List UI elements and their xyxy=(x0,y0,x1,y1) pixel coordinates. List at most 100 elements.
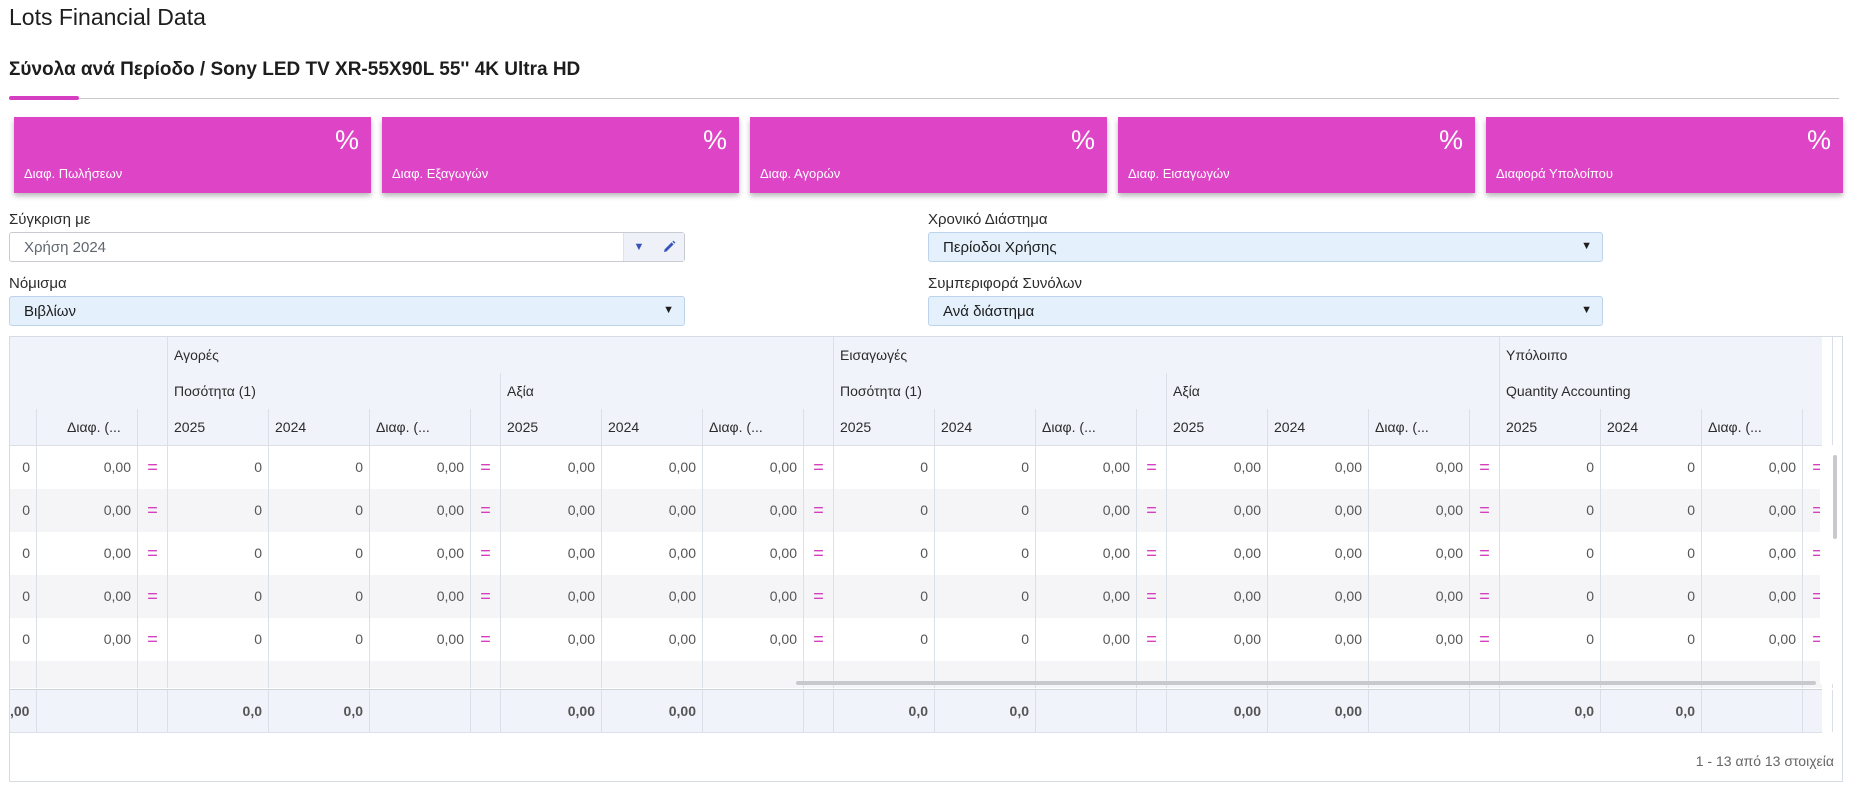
equals-icon[interactable]: = xyxy=(471,446,501,489)
total-cell: 0,0 xyxy=(269,690,370,732)
totals-select[interactable]: Ανά διάστημα ▼ xyxy=(928,296,1603,326)
header-sub-qty-accounting[interactable]: Quantity Accounting xyxy=(1500,373,1833,409)
compare-value: Χρήση 2024 xyxy=(24,239,107,256)
tab-underline xyxy=(9,96,79,100)
table-cell: 0 xyxy=(168,618,269,661)
totals-value: Ανά διάστημα xyxy=(943,303,1035,320)
equals-icon[interactable]: = xyxy=(138,618,168,661)
equals-icon[interactable]: = xyxy=(1137,532,1167,575)
equals-icon[interactable]: = xyxy=(138,489,168,532)
equals-icon[interactable]: = xyxy=(1137,575,1167,618)
equals-icon[interactable] xyxy=(804,661,834,688)
currency-select[interactable]: Βιβλίων ▼ xyxy=(9,296,685,326)
equals-icon[interactable]: = xyxy=(804,489,834,532)
vertical-scrollbar-track[interactable] xyxy=(1820,446,1842,684)
tab-active[interactable]: Σύνολα ανά Περίοδο / Sony LED TV XR-55X9… xyxy=(9,59,581,80)
equals-icon[interactable]: = xyxy=(471,489,501,532)
equals-icon[interactable]: = xyxy=(138,532,168,575)
chevron-down-icon[interactable]: ▼ xyxy=(623,233,654,261)
kpi-card-imports[interactable]: % Διαφ. Εισαγωγών xyxy=(1118,117,1475,193)
column-header-diff[interactable]: Διαφ. (... xyxy=(1369,409,1470,445)
kpi-card-sales[interactable]: % Διαφ. Πωλήσεων xyxy=(14,117,371,193)
header-group-purchases[interactable]: Αγορές xyxy=(168,337,834,373)
table-cell xyxy=(269,661,370,688)
equals-icon[interactable] xyxy=(1470,661,1500,688)
compare-combobox[interactable]: Χρήση 2024 ▼ xyxy=(9,232,685,262)
equals-icon[interactable] xyxy=(471,661,501,688)
total-cell: 0,0 xyxy=(834,690,935,732)
header-group-balance[interactable]: Υπόλοιπο xyxy=(1500,337,1833,373)
equals-icon[interactable] xyxy=(138,661,168,688)
header-sub-qty[interactable]: Ποσότητα (1) xyxy=(168,373,501,409)
header-row-groups: Αγορές Εισαγωγές Υπόλοιπο xyxy=(10,337,1833,374)
table-row[interactable]: 0 0,00 = 0 0 0,00 = 0,00 0,00 0,00 = 0 0 0,00 = 0,00 0,0… xyxy=(10,618,1833,661)
column-header-y2024[interactable]: 2024 xyxy=(935,409,1036,445)
header-sub-value[interactable]: Αξία xyxy=(501,373,834,409)
equals-icon[interactable] xyxy=(1137,661,1167,688)
column-header-diff[interactable]: Διαφ. (... xyxy=(1702,409,1803,445)
totals-row: ,00 0,0 0,0 0,00 0,00 0,0 0,0 0,00 0,00 0,0 0,0 xyxy=(10,689,1833,733)
table-row[interactable]: 0 0,00 = 0 0 0,00 = 0,00 0,00 0,00 = 0 0 0,00 = 0,00 0,0… xyxy=(10,532,1833,575)
table-row[interactable]: 0 0,00 = 0 0 0,00 = 0,00 0,00 0,00 = 0 0 0,00 = 0,00 0,0… xyxy=(10,489,1833,532)
table-cell: 0 xyxy=(1500,446,1601,489)
table-cell: 0 xyxy=(10,446,37,489)
column-header-y2025[interactable]: 2025 xyxy=(1167,409,1268,445)
equals-icon[interactable]: = xyxy=(471,532,501,575)
table-row[interactable]: 0 0,00 = 0 0 0,00 = 0,00 0,00 0,00 = 0 0 0,00 = 0,00 0,0… xyxy=(10,575,1833,618)
column-header-empty xyxy=(471,409,501,445)
total-cell: 0,00 xyxy=(1167,690,1268,732)
equals-icon[interactable]: = xyxy=(1470,532,1500,575)
equals-icon[interactable]: = xyxy=(1470,489,1500,532)
equals-icon[interactable]: = xyxy=(1137,446,1167,489)
header-sub-value[interactable]: Αξία xyxy=(1167,373,1500,409)
table-cell: 0,00 xyxy=(703,618,804,661)
table-cell: 0,00 xyxy=(1369,575,1470,618)
table-row[interactable]: 0 0,00 = 0 0 0,00 = 0,00 0,00 0,00 = 0 0 0,00 = 0,00 0,0… xyxy=(10,446,1833,489)
column-header-diff[interactable]: Διαφ. (... xyxy=(1036,409,1137,445)
column-header-diff[interactable]: Διαφ. (... xyxy=(370,409,471,445)
totals-label: Συμπεριφορά Συνόλων xyxy=(928,275,1082,292)
column-header-diff[interactable]: Διαφ. (... xyxy=(37,409,138,445)
table-cell: 0,00 xyxy=(1167,618,1268,661)
equals-icon[interactable]: = xyxy=(804,575,834,618)
equals-icon[interactable]: = xyxy=(804,618,834,661)
header-empty xyxy=(10,373,168,409)
table-cell: 0,00 xyxy=(1167,446,1268,489)
pencil-icon[interactable] xyxy=(654,233,684,261)
total-cell: 0,0 xyxy=(1601,690,1702,732)
vertical-scrollbar[interactable] xyxy=(1833,455,1837,539)
column-header-y2024[interactable]: 2024 xyxy=(1268,409,1369,445)
equals-icon[interactable]: = xyxy=(138,575,168,618)
total-cell xyxy=(703,690,804,732)
column-header-y2025[interactable]: 2025 xyxy=(834,409,935,445)
header-row-columns: Διαφ. (... 2025 2024 Διαφ. (... 2025 2024 Διαφ… xyxy=(10,409,1833,446)
kpi-card-exports[interactable]: % Διαφ. Εξαγωγών xyxy=(382,117,739,193)
header-group-imports[interactable]: Εισαγωγές xyxy=(834,337,1500,373)
period-select[interactable]: Περίοδοι Χρήσης ▼ xyxy=(928,232,1603,262)
page-title: Lots Financial Data xyxy=(9,4,206,30)
column-header-y2025[interactable]: 2025 xyxy=(1500,409,1601,445)
column-header-y2024[interactable]: 2024 xyxy=(1601,409,1702,445)
equals-icon[interactable]: = xyxy=(1137,618,1167,661)
kpi-card-balance[interactable]: % Διαφορά Υπολοίπου xyxy=(1486,117,1843,193)
equals-icon[interactable]: = xyxy=(471,575,501,618)
equals-icon[interactable]: = xyxy=(804,532,834,575)
kpi-card-purchases[interactable]: % Διαφ. Αγορών xyxy=(750,117,1107,193)
equals-icon[interactable]: = xyxy=(1137,489,1167,532)
table-cell xyxy=(703,661,804,688)
table-cell xyxy=(1601,661,1702,688)
horizontal-scrollbar[interactable] xyxy=(796,681,1816,685)
column-header-diff[interactable]: Διαφ. (... xyxy=(703,409,804,445)
equals-icon[interactable]: = xyxy=(1470,575,1500,618)
equals-icon[interactable]: = xyxy=(1470,618,1500,661)
equals-icon[interactable]: = xyxy=(471,618,501,661)
header-sub-qty[interactable]: Ποσότητα (1) xyxy=(834,373,1167,409)
equals-icon[interactable]: = xyxy=(1470,446,1500,489)
equals-icon[interactable]: = xyxy=(804,446,834,489)
column-header-y2024[interactable]: 2024 xyxy=(269,409,370,445)
column-header-y2024[interactable]: 2024 xyxy=(602,409,703,445)
column-header-y2025[interactable]: 2025 xyxy=(168,409,269,445)
table-cell: 0,00 xyxy=(37,489,138,532)
column-header-y2025[interactable]: 2025 xyxy=(501,409,602,445)
equals-icon[interactable]: = xyxy=(138,446,168,489)
